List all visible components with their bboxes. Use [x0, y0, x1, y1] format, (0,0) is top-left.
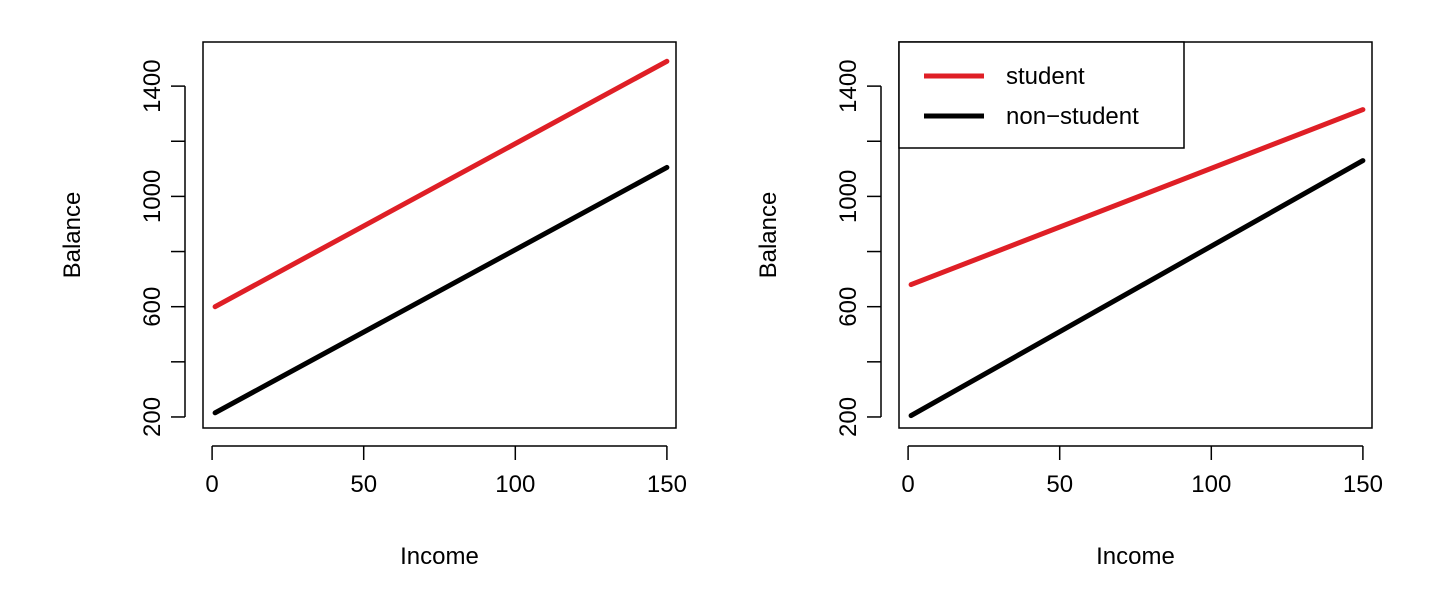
legend-box [898, 41, 1185, 149]
x-tick-label: 0 [205, 471, 218, 498]
y-tick-label: 200 [835, 397, 862, 437]
series-line-1 [212, 58, 670, 310]
x-axis-label: Income [1096, 543, 1175, 570]
y-tick-label: 1400 [835, 59, 862, 112]
series-line-1 [908, 107, 1366, 288]
legend-label: student [1006, 63, 1085, 90]
y-tick-label: 1000 [139, 170, 166, 223]
x-tick-label: 100 [1191, 471, 1231, 498]
y-tick-label: 1000 [835, 170, 862, 223]
series-line-2 [908, 158, 1366, 419]
y-axis-label: Balance [755, 192, 782, 279]
y-tick-label: 200 [139, 397, 166, 437]
panel-1: 0 50 100 150 200 600 1000 1400 Income Balance [59, 41, 687, 570]
x-tick-label: 50 [350, 471, 377, 498]
x-tick-label: 100 [495, 471, 535, 498]
series-line-2 [212, 164, 670, 416]
y-tick-label: 600 [835, 287, 862, 327]
x-tick-label: 0 [901, 471, 914, 498]
plot-frame [202, 41, 677, 429]
y-tick-label: 600 [139, 287, 166, 327]
legend: student non−student [898, 41, 1185, 149]
x-axis-label: Income [400, 543, 479, 570]
panel-2: 0 50 100 150 200 600 1000 1400 Income Balance stud… [755, 41, 1383, 570]
y-tick-label: 1400 [139, 59, 166, 112]
x-tick-label: 150 [1343, 471, 1383, 498]
x-tick-label: 150 [647, 471, 687, 498]
x-tick-label: 50 [1046, 471, 1073, 498]
y-axis-label: Balance [59, 192, 86, 279]
legend-label: non−student [1006, 103, 1139, 130]
